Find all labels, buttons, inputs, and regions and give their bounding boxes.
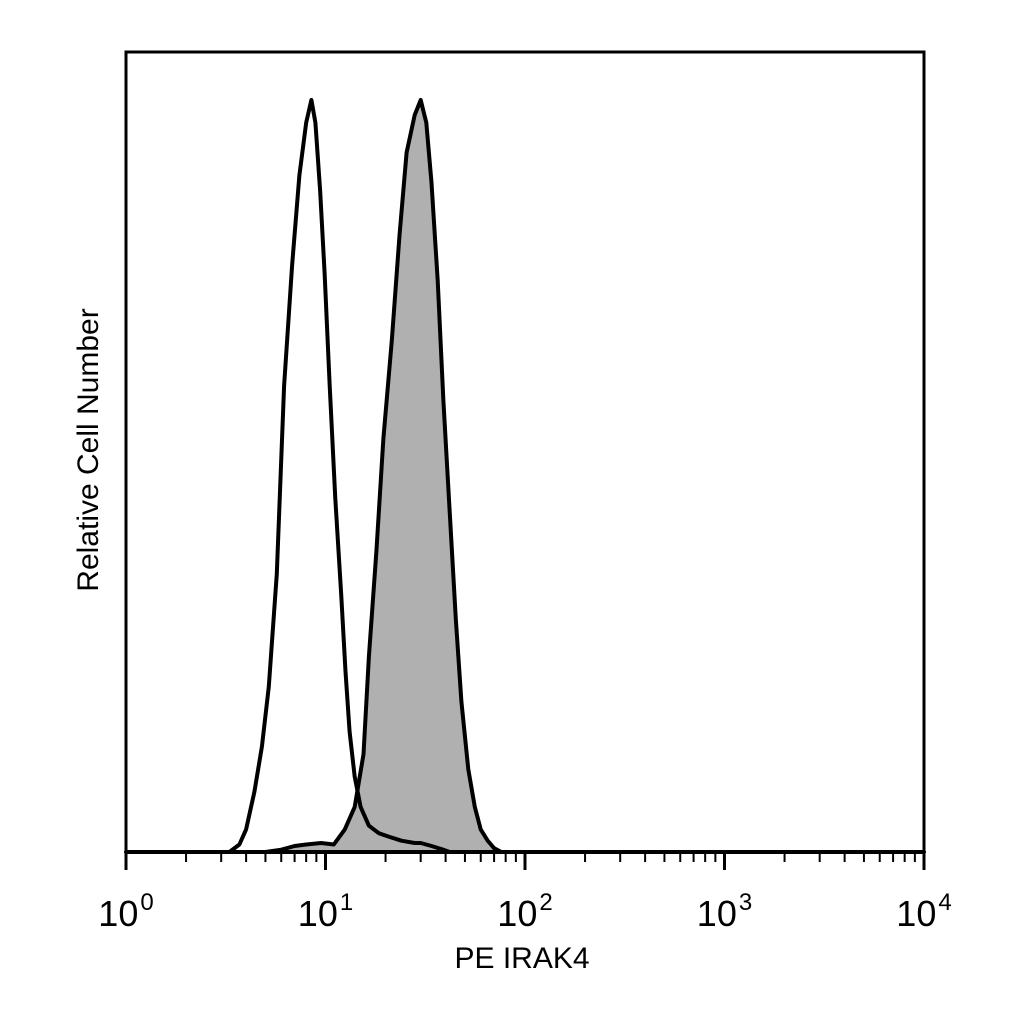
series-layer <box>124 98 926 854</box>
x-axis-tick-labels: 100 101 102 103 104 <box>98 889 951 934</box>
histogram-outline-series <box>126 98 924 854</box>
x-tick-label: 103 <box>697 889 752 934</box>
x-axis-label: PE IRAK4 <box>454 942 589 975</box>
plot-frame <box>124 50 926 854</box>
x-tick-label: 104 <box>896 889 951 934</box>
x-axis-ticks <box>124 852 926 870</box>
y-axis-label: Relative Cell Number <box>72 308 105 591</box>
x-tick-label: 101 <box>298 889 353 934</box>
histogram-filled-series <box>124 98 926 854</box>
x-tick-label: 102 <box>497 889 552 934</box>
x-tick-label: 100 <box>98 889 153 934</box>
